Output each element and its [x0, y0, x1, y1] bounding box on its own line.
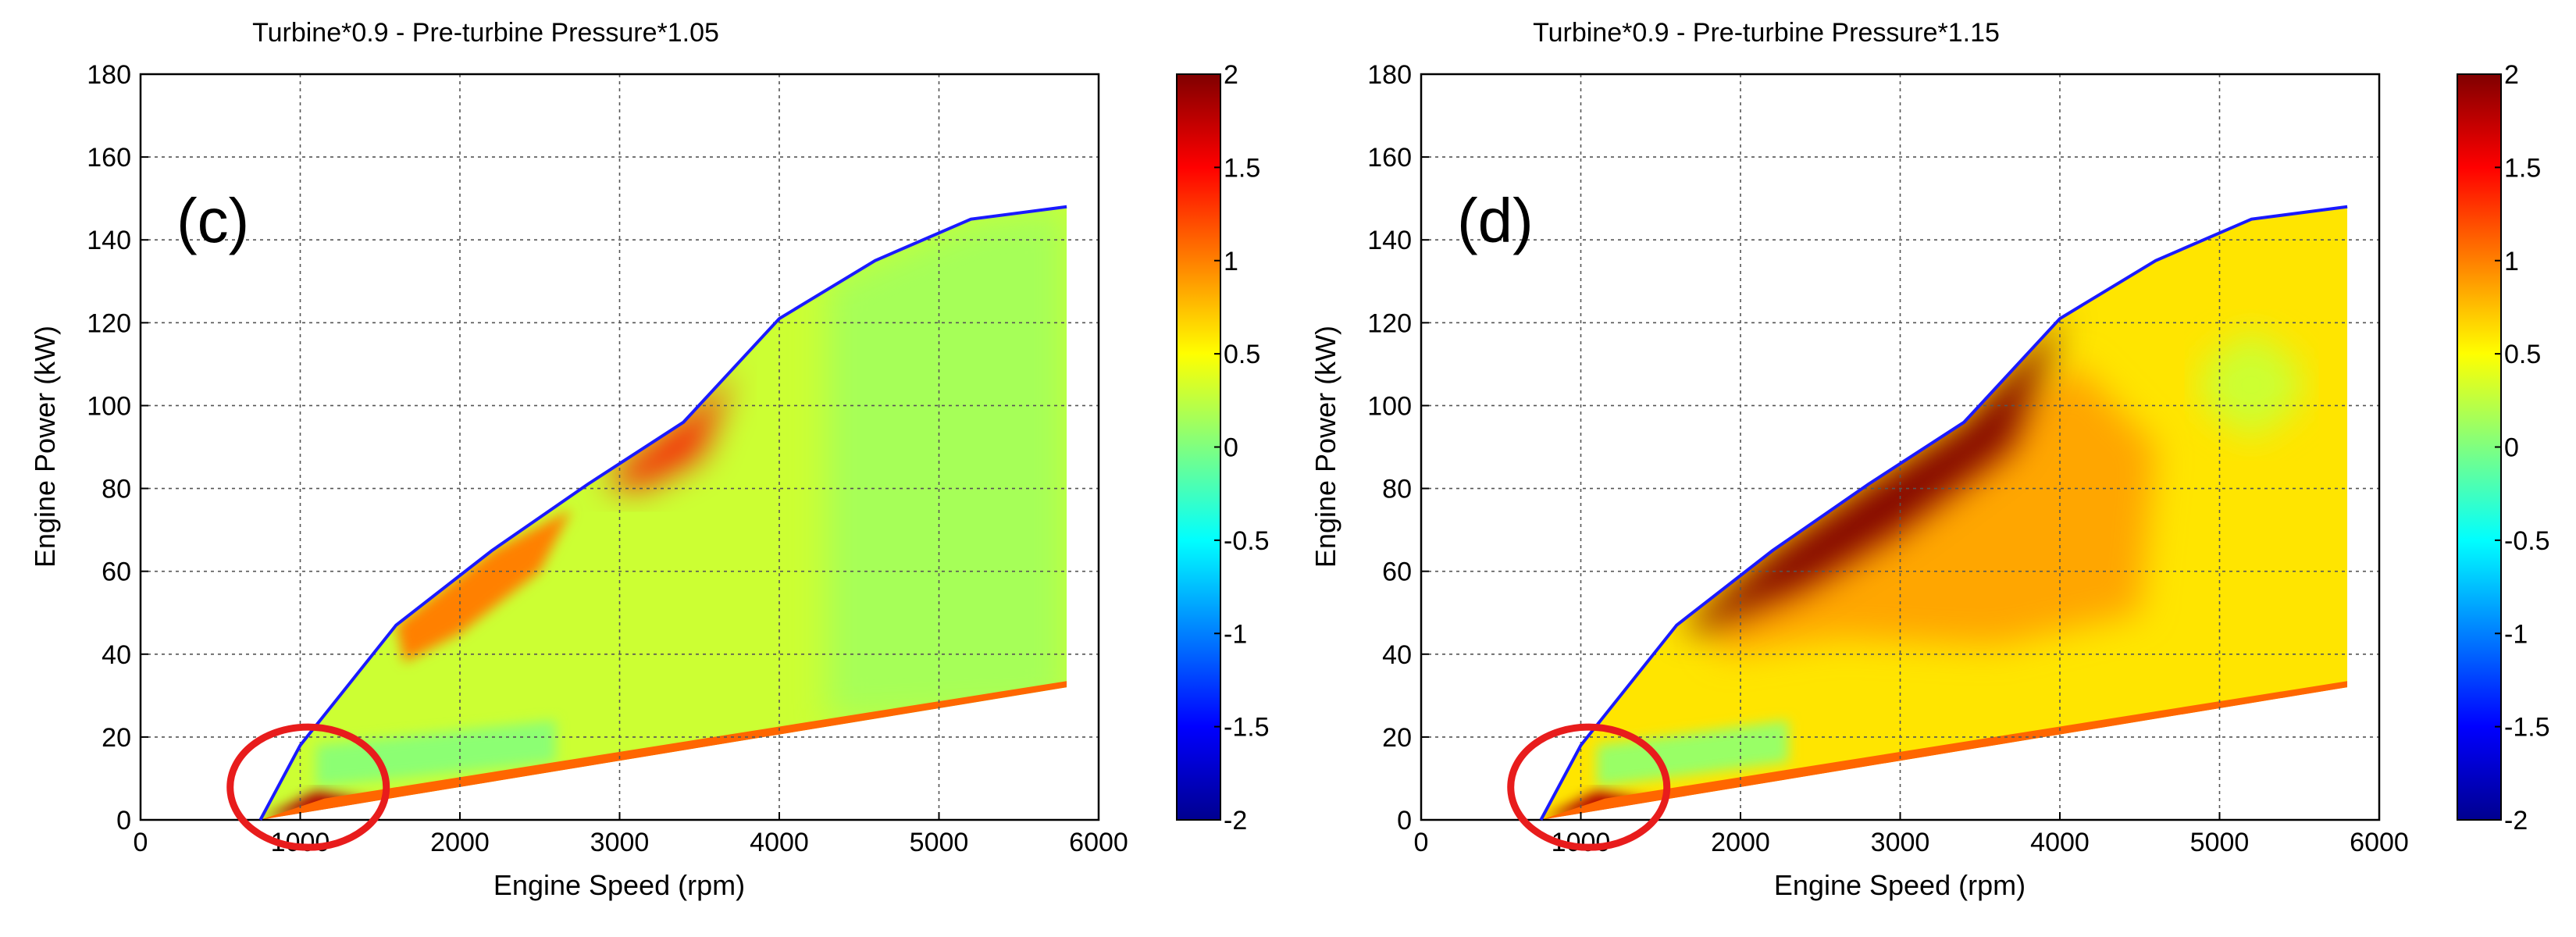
x-tick-label: 3000: [590, 828, 650, 857]
y-axis-label: Engine Power (kW): [1309, 326, 1341, 568]
x-tick-label: 3000: [1871, 828, 1930, 857]
x-tick-label: 4000: [2030, 828, 2090, 857]
contour-region: [260, 681, 1067, 820]
x-tick-label: 4000: [750, 828, 809, 857]
x-axis-label: Engine Speed (rpm): [1774, 869, 2026, 901]
x-tick-label: 0: [134, 828, 148, 857]
contour-region: [396, 509, 572, 663]
y-tick-label: 120: [87, 308, 131, 338]
y-tick-label: 80: [1382, 475, 1412, 504]
x-tick-label: 5000: [2190, 828, 2250, 857]
colorbar-tick-label: 1: [1224, 247, 1238, 276]
y-tick-label: 60: [102, 558, 131, 587]
colorbar-ticks: 2 1.5 1 0.5 0 -0.5 -1 -1.5 -2: [2495, 60, 2550, 835]
highlight-circle: [1507, 723, 1671, 851]
x-tick-label: 6000: [2350, 828, 2409, 857]
max-power-line: [258, 205, 1067, 821]
y-tick-label: 160: [87, 143, 131, 173]
colorbar-tick-label: 2: [1224, 60, 1238, 90]
y-tick-label: 80: [102, 475, 131, 504]
contour-regions: [1541, 206, 2348, 820]
contour-regions: [260, 206, 1067, 820]
y-tick-label: 40: [1382, 640, 1412, 670]
y-tick-label: 180: [87, 60, 131, 90]
colorbar-ticks: 2 1.5 1 0.5 0 -0.5 -1 -1.5 -2: [1214, 60, 1270, 835]
chart-title: Turbine*0.9 - Pre-turbine Pressure*1.15: [1533, 18, 2000, 48]
colorbar-tick-label: -2: [1224, 806, 1247, 835]
y-tick-label: 20: [1382, 723, 1412, 753]
colorbar-tick-label: -1.5: [1224, 713, 1270, 743]
y-tick-label: 100: [1367, 391, 1412, 421]
y-tick-label: 100: [87, 391, 131, 421]
colorbar: 2 1.5 1 0.5 0 -0.5 -1 -1.5 -2: [2457, 60, 2550, 835]
x-tick-label: 6000: [1069, 828, 1128, 857]
contour-region: [1541, 681, 2348, 820]
colorbar-tick-label: 1.5: [1224, 153, 1260, 183]
colorbar-tick-label: -2: [2504, 806, 2528, 835]
y-tick-label: 60: [1382, 558, 1412, 587]
y-tick-label: 0: [116, 806, 131, 835]
colorbar-tick-label: -1.5: [2504, 713, 2550, 743]
y-tick-label: 40: [102, 640, 131, 670]
chart-panel-c: Turbine*0.9 - Pre-turbine Pressure*1.05 …: [29, 18, 1270, 901]
colorbar-tick-label: 2: [2504, 60, 2519, 90]
y-tick-label: 140: [1367, 226, 1412, 255]
x-axis-label: Engine Speed (rpm): [493, 869, 745, 901]
colorbar-tick-label: 0: [1224, 433, 1238, 463]
colorbar-tick-label: 1.5: [2504, 153, 2541, 183]
panel-tag: (d): [1457, 186, 1534, 255]
contour-region: [827, 206, 1067, 721]
y-tick-label: 160: [1367, 143, 1412, 173]
axis-ticks: 0 1000 2000 3000 4000 5000 6000020406080100120…: [1367, 60, 2409, 857]
colorbar-tick-label: 0.5: [1224, 340, 1260, 369]
chart-panel-d: Turbine*0.9 - Pre-turbine Pressure*1.15 …: [1309, 18, 2550, 901]
colorbar-tick-label: 0.5: [2504, 340, 2541, 369]
x-tick-label: 0: [1414, 828, 1429, 857]
y-tick-label: 140: [87, 226, 131, 255]
chart-title: Turbine*0.9 - Pre-turbine Pressure*1.05: [252, 18, 719, 48]
max-power-line: [1539, 205, 2348, 821]
panel-tag: (c): [176, 186, 249, 255]
y-tick-label: 120: [1367, 308, 1412, 338]
gridlines: [141, 74, 1099, 820]
x-tick-label: 2000: [1711, 828, 1770, 857]
colorbar-tick-label: -0.5: [2504, 526, 2550, 556]
colorbar-tick-label: -1: [2504, 619, 2528, 649]
colorbar-tick-label: -0.5: [1224, 526, 1270, 556]
contour-region: [1708, 364, 2156, 654]
y-tick-label: 180: [1367, 60, 1412, 90]
colorbar-tick-label: -1: [1224, 619, 1247, 649]
colorbar-gradient: [1176, 73, 1221, 821]
y-tick-label: 20: [102, 723, 131, 753]
colorbar: 2 1.5 1 0.5 0 -0.5 -1 -1.5 -2: [1176, 60, 1270, 835]
gridlines: [1421, 74, 2379, 820]
contour-region: [315, 720, 556, 787]
y-axis-label: Engine Power (kW): [29, 326, 61, 568]
y-tick-label: 0: [1397, 806, 1412, 835]
colorbar-tick-label: 0: [2504, 433, 2519, 463]
x-tick-label: 2000: [430, 828, 490, 857]
x-tick-label: 5000: [910, 828, 969, 857]
colorbar-tick-label: 1: [2504, 247, 2519, 276]
highlight-circle: [226, 723, 390, 851]
colorbar-gradient: [2457, 73, 2502, 821]
contour-region: [1684, 301, 2068, 634]
contour-region: [2204, 330, 2300, 439]
contour-region: [604, 372, 732, 489]
